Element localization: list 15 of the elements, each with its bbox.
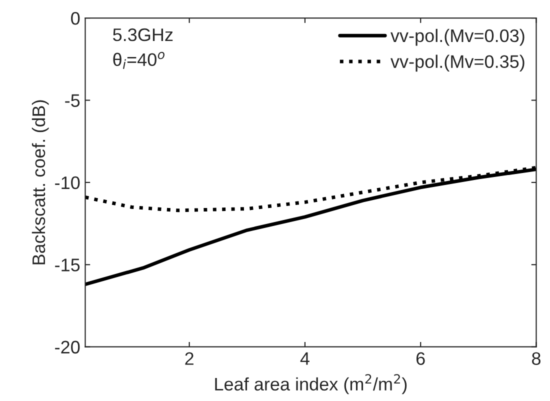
y-tick-label: 0	[71, 12, 80, 25]
x-tick-label: 6	[416, 352, 425, 365]
annotation: θ$_{i}$=40$^{o}$	[113, 52, 164, 69]
y-tick-label: -15	[55, 258, 80, 272]
legend-label: vv-pol.(Mv=0.03)	[390, 28, 524, 46]
y-axis-title: Backscatt. coef. (dB)	[32, 100, 49, 264]
x-axis-title: Leaf area index (m$^{2}$/m$^{2}$)	[215, 374, 407, 394]
x-tick-label: 8	[532, 352, 540, 365]
y-tick-label: -10	[55, 176, 80, 190]
annotation: 5.3GHz	[113, 28, 173, 42]
y-tick-label: -20	[55, 340, 80, 354]
y-tick-label: -5	[65, 94, 80, 107]
legend-label: vv-pol.(Mv=0.35)	[390, 54, 524, 72]
x-tick-label: 4	[300, 352, 310, 365]
x-tick-label: 2	[185, 352, 194, 365]
